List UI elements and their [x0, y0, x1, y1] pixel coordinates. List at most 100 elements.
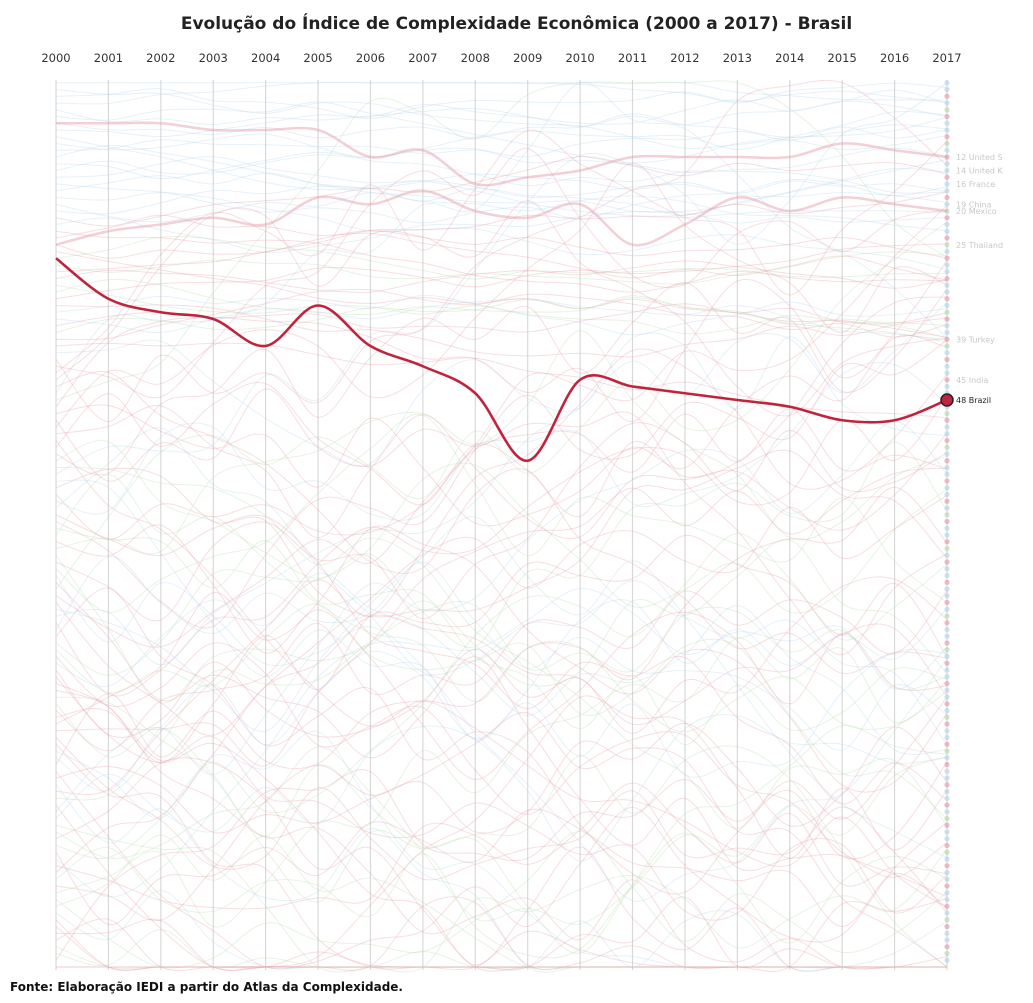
background-country-line [55, 260, 948, 422]
background-country-line [55, 757, 947, 972]
rank-dot-2017 [944, 721, 950, 727]
background-country-line [55, 243, 948, 300]
rank-dot-2017 [944, 593, 950, 599]
rank-dot-2017 [944, 296, 950, 302]
background-country-line [55, 230, 948, 293]
rank-dot-2017 [944, 950, 950, 957]
background-country-line [55, 296, 948, 517]
rank-dot-2017 [944, 539, 950, 545]
background-country-line [55, 145, 948, 216]
rank-dot-2017 [944, 134, 950, 140]
rank-dot-2017 [944, 795, 950, 801]
year-tick-label: 2004 [251, 51, 280, 65]
rank-dot-2017 [944, 464, 950, 471]
background-country-line [55, 587, 948, 895]
background-country-line [55, 284, 948, 335]
rank-dot-2017 [944, 370, 950, 376]
year-tick-label: 2006 [356, 51, 385, 65]
background-country-line [55, 486, 948, 770]
rank-dot-2017 [944, 336, 950, 342]
rank-dot-2017 [944, 822, 950, 828]
background-country-line [55, 831, 948, 969]
year-tick-label: 2002 [146, 51, 175, 65]
background-country-line [55, 712, 948, 968]
background-country-line [55, 124, 948, 158]
rank-dot-2017 [944, 174, 950, 180]
rank-dot-2017 [944, 215, 950, 221]
background-country-line [55, 603, 948, 820]
background-country-line [55, 730, 947, 969]
rank-dot-2017 [944, 768, 950, 774]
background-country-line [55, 535, 948, 764]
year-tick-label: 2000 [41, 51, 70, 65]
rank-dot-2017 [944, 667, 950, 673]
background-country-line [55, 576, 948, 738]
rank-dot-2017 [944, 613, 950, 619]
background-country-line [55, 396, 948, 697]
rank-dot-2017 [944, 275, 950, 282]
background-country-line [55, 525, 948, 793]
rank-dot-2017 [944, 86, 950, 93]
background-country-line [55, 334, 948, 527]
background-country-line [55, 724, 948, 959]
background-country-line [56, 82, 948, 103]
year-tick-label: 2008 [461, 51, 490, 65]
background-country-line [55, 676, 947, 972]
rank-dot-2017 [944, 620, 950, 626]
rank-dot-2017 [944, 383, 950, 390]
background-country-line [55, 330, 948, 555]
rank-dot-2017 [944, 478, 950, 484]
rank-dot-2017 [944, 741, 950, 747]
rank-dot-2017 [944, 930, 950, 936]
background-country-line [55, 590, 948, 752]
rank-dot-2017 [944, 903, 950, 909]
rank-dot-2017 [944, 748, 950, 754]
background-country-line [55, 587, 948, 898]
rank-dot-2017 [944, 235, 950, 241]
rank-dot-2017 [944, 350, 950, 356]
background-country-line [55, 527, 948, 746]
background-country-line [55, 581, 948, 878]
background-country-line [55, 89, 948, 128]
rank-dot-2017 [944, 161, 950, 167]
rank-dot-2017 [944, 498, 950, 504]
year-tick-label: 2012 [670, 51, 699, 65]
rank-dot-2017 [944, 343, 950, 349]
background-country-line [55, 408, 948, 540]
year-tick-label: 2016 [880, 51, 909, 65]
background-country-line [55, 440, 948, 909]
rank-dot-2017 [944, 707, 950, 714]
background-country-line [55, 82, 948, 120]
background-country-line [55, 269, 948, 338]
background-country-line [55, 926, 947, 971]
rank-dot-2017 [944, 782, 950, 788]
rank-dot-2017 [944, 626, 950, 633]
rank-dot-2017 [944, 316, 950, 322]
background-country-line [55, 638, 948, 928]
background-country-line [55, 101, 948, 164]
rank-dot-2017 [944, 775, 950, 781]
background-country-line [55, 784, 948, 973]
background-country-line [55, 235, 948, 280]
background-country-line [55, 80, 948, 401]
rank-dot-2017 [944, 836, 950, 842]
rank-dot-2017 [944, 458, 950, 464]
rank-dot-2017 [944, 755, 950, 761]
rank-dot-2017 [944, 377, 950, 383]
year-tick-label: 2013 [723, 51, 752, 65]
background-country-line [55, 371, 948, 674]
background-country-line [55, 439, 948, 648]
background-country-line [55, 81, 948, 105]
rank-dot-2017 [944, 80, 950, 86]
background-country-line [55, 848, 948, 973]
background-country-line [55, 205, 948, 648]
background-country-line [55, 147, 948, 180]
background-country-line [55, 413, 948, 614]
source-note: Fonte: Elaboração IEDI a partir do Atlas… [10, 980, 403, 994]
rank-dot-2017 [944, 242, 950, 248]
background-country-line [55, 746, 948, 925]
background-country-line [55, 722, 948, 922]
background-country-line [55, 918, 947, 972]
series-label: 12 United S [956, 153, 1003, 162]
